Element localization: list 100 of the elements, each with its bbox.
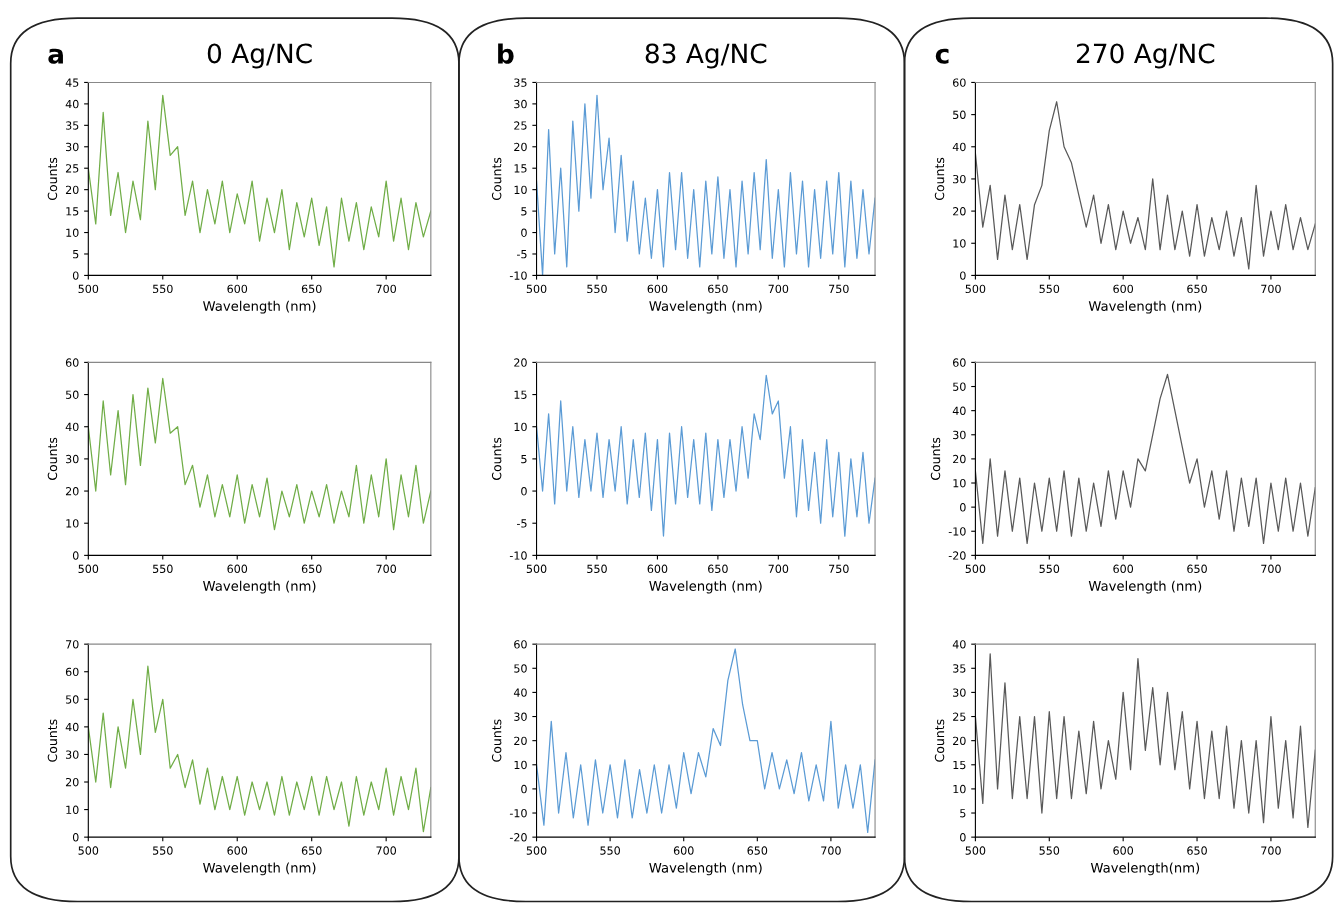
x-tick-label: 650	[708, 284, 728, 294]
x-tick-label: 600	[227, 846, 248, 855]
line-series	[975, 653, 1316, 829]
y-tick-label: 15	[514, 390, 527, 399]
y-tick-label: 20	[65, 185, 79, 195]
y-tick-label: 0	[960, 271, 966, 280]
y-tick-label: 10	[953, 239, 966, 248]
x-tick-label: 600	[647, 564, 668, 574]
y-tick-label: -5	[516, 519, 527, 528]
x-tick-label: 600	[227, 564, 248, 574]
x-tick-label: 750	[829, 564, 849, 574]
y-tick-label: 0	[72, 551, 79, 560]
y-tick-label: 50	[953, 382, 966, 391]
y-tick-label: 0	[521, 487, 527, 496]
y-tick-label: 10	[66, 519, 79, 528]
text: c	[935, 48, 949, 64]
y-tick-label: 30	[65, 142, 79, 152]
y-tick-label: 30	[953, 174, 966, 184]
y-tick-label: 40	[513, 688, 527, 697]
x-axis-title: Wavelength (nm)	[1088, 580, 1202, 594]
y-axis-title: Counts	[47, 437, 58, 480]
y-axis-title: Counts	[934, 157, 945, 201]
y-tick-label: 30	[953, 430, 966, 440]
x-tick-label: 650	[1187, 846, 1207, 855]
y-tick-label: 50	[953, 110, 966, 119]
chart-title: 0 Ag/NC	[207, 43, 312, 69]
x-tick-label: 500	[78, 846, 99, 855]
x-tick-label: 550	[1039, 846, 1060, 855]
y-tick-label: 30	[514, 712, 527, 721]
line-series	[88, 377, 431, 531]
y-tick-label: 20	[514, 142, 527, 152]
x-tick-label: 700	[376, 564, 397, 574]
y-tick-label: 0	[72, 833, 79, 842]
x-tick-label: 500	[526, 846, 547, 855]
x-tick-label: 650	[747, 846, 768, 855]
y-tick-label: 60	[514, 640, 527, 649]
x-tick-label: 500	[526, 564, 547, 574]
chart-title: 270 Ag/NC	[1076, 43, 1215, 69]
y-tick-label: 20	[514, 358, 527, 367]
x-tick-label: 550	[153, 846, 173, 855]
x-tick-label: 600	[227, 284, 248, 294]
y-tick-label: 20	[953, 454, 966, 464]
y-tick-label: 5	[73, 250, 79, 259]
x-tick-label: 500	[526, 284, 547, 294]
x-tick-label: 650	[708, 564, 728, 574]
x-tick-label: 550	[600, 846, 620, 855]
y-tick-label: 20	[514, 736, 527, 746]
x-tick-label: 600	[1113, 846, 1134, 855]
y-tick-label: 25	[514, 121, 527, 130]
y-tick-label: 50	[514, 664, 527, 673]
y-tick-label: 30	[953, 688, 966, 697]
y-tick-label: 40	[65, 99, 79, 109]
x-tick-label: 600	[647, 284, 668, 294]
y-axis-title: Counts	[47, 157, 58, 201]
y-tick-label: 20	[65, 777, 79, 787]
x-tick-label: 700	[768, 284, 789, 294]
y-axis-title: Counts	[491, 157, 502, 201]
y-tick-label: 10	[66, 805, 79, 814]
y-tick-label: 5	[521, 455, 527, 464]
text: a	[48, 48, 63, 64]
y-axis-title: Counts	[47, 719, 58, 762]
y-tick-label: 5	[521, 207, 527, 216]
line-series	[975, 373, 1316, 544]
x-tick-label: 700	[376, 846, 397, 855]
x-tick-label: 550	[153, 284, 173, 294]
x-axis-title: Wavelength (nm)	[203, 300, 316, 314]
y-tick-label: 35	[65, 121, 79, 130]
x-tick-label: 550	[587, 284, 607, 294]
x-tick-label: 600	[1113, 564, 1134, 574]
x-axis-title: Wavelength (nm)	[203, 862, 316, 876]
line-series	[88, 665, 431, 833]
y-tick-label: 10	[66, 228, 79, 237]
y-tick-label: 0	[960, 503, 966, 512]
x-tick-label: 550	[587, 564, 607, 574]
y-tick-label: 10	[953, 478, 966, 488]
y-tick-label: 60	[953, 358, 966, 367]
y-tick-label: -20	[948, 551, 966, 560]
x-tick-label: 650	[1187, 564, 1207, 574]
x-tick-label: 700	[768, 564, 789, 574]
x-tick-label: 700	[1261, 564, 1281, 574]
x-tick-label: 550	[153, 564, 173, 574]
y-tick-label: 35	[953, 664, 966, 673]
y-tick-label: 15	[514, 164, 527, 173]
y-tick-label: -10	[948, 527, 966, 536]
y-tick-label: 5	[960, 809, 966, 818]
y-tick-label: -10	[509, 551, 527, 560]
y-tick-label: -5	[516, 250, 527, 259]
y-tick-label: 30	[514, 99, 527, 109]
x-tick-label: 750	[829, 284, 849, 294]
x-axis-title: Wavelength (nm)	[203, 580, 316, 594]
y-tick-label: 10	[953, 784, 966, 794]
y-tick-label: 40	[65, 722, 79, 732]
x-axis-title: Wavelength (nm)	[649, 862, 762, 876]
y-tick-label: 60	[953, 78, 966, 87]
y-tick-label: 45	[65, 78, 79, 87]
x-tick-label: 600	[673, 846, 694, 855]
x-tick-label: 650	[301, 564, 322, 574]
x-tick-label: 650	[301, 284, 322, 294]
y-tick-label: 10	[514, 422, 527, 432]
y-tick-label: 0	[521, 228, 527, 237]
